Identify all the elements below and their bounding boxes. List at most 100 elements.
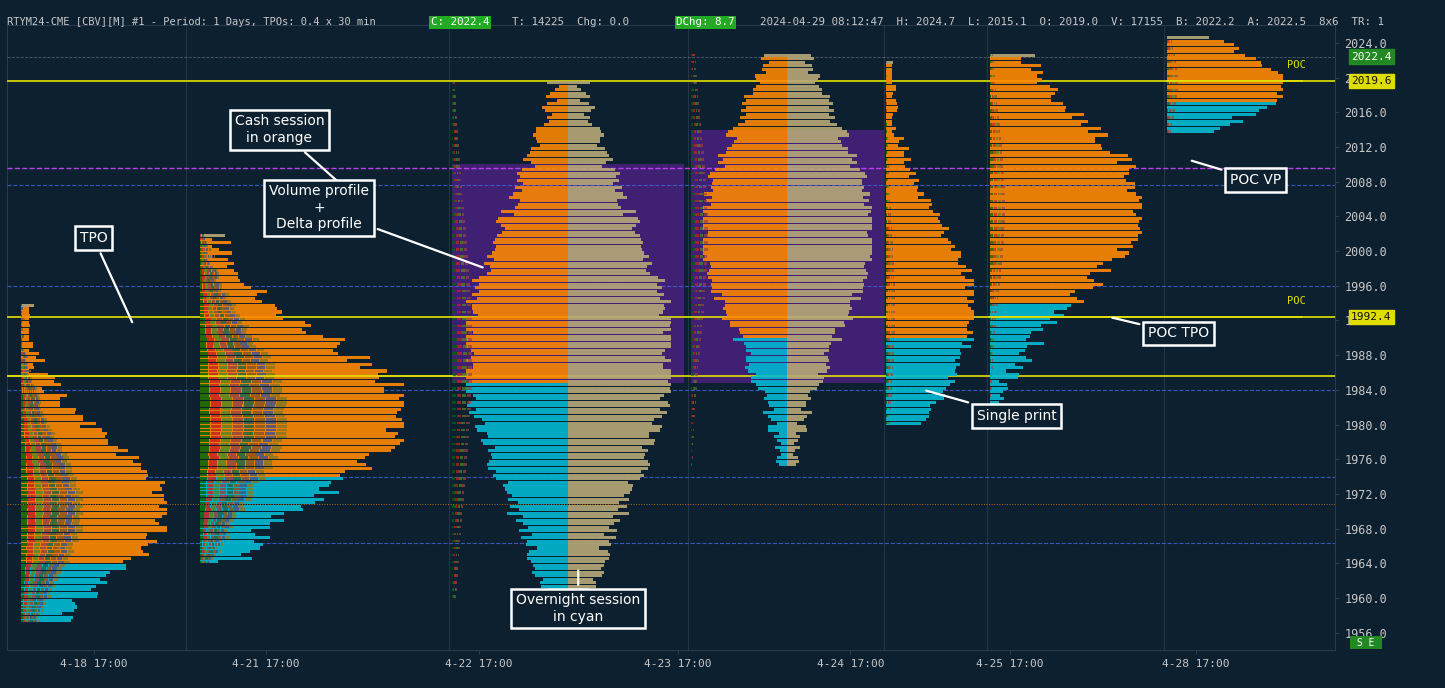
Bar — [788, 425, 806, 428]
Bar — [20, 605, 23, 608]
Bar — [788, 411, 812, 414]
Bar — [207, 498, 212, 501]
Bar — [695, 213, 699, 216]
Bar — [467, 387, 568, 390]
Bar — [707, 272, 788, 275]
Bar — [461, 290, 465, 292]
Bar — [223, 533, 227, 535]
Bar — [990, 286, 1092, 289]
Bar — [205, 328, 211, 331]
Bar — [568, 324, 670, 327]
Bar — [788, 78, 818, 81]
Bar — [990, 206, 1142, 209]
Bar — [199, 391, 210, 393]
Bar — [40, 595, 43, 598]
Bar — [51, 508, 58, 511]
Bar — [264, 415, 275, 418]
Bar — [199, 456, 208, 459]
Bar — [788, 394, 808, 397]
Bar — [199, 550, 202, 552]
Bar — [231, 408, 241, 411]
Bar — [218, 464, 227, 466]
Bar — [889, 373, 890, 376]
Bar — [221, 519, 225, 522]
Bar — [199, 505, 205, 508]
Bar — [59, 529, 66, 532]
Bar — [230, 456, 238, 459]
Bar — [20, 505, 159, 508]
Bar — [236, 314, 240, 316]
Bar — [699, 137, 702, 140]
Bar — [767, 394, 788, 397]
Bar — [225, 536, 228, 539]
Bar — [199, 418, 402, 421]
Bar — [23, 408, 26, 411]
Bar — [892, 255, 893, 258]
Bar — [199, 477, 342, 480]
Bar — [568, 321, 670, 324]
Bar — [457, 172, 458, 175]
Bar — [457, 325, 461, 327]
Bar — [204, 303, 208, 306]
Bar — [465, 436, 470, 438]
Bar — [256, 467, 263, 469]
Bar — [244, 429, 254, 431]
Bar — [733, 338, 788, 341]
Bar — [452, 484, 455, 487]
Bar — [53, 439, 58, 442]
Bar — [277, 418, 288, 421]
Bar — [452, 213, 455, 216]
Bar — [775, 446, 788, 449]
Bar — [234, 495, 240, 497]
Bar — [452, 401, 457, 404]
Bar — [990, 175, 1124, 178]
Bar — [886, 234, 941, 237]
Bar — [212, 554, 214, 556]
Bar — [695, 373, 696, 376]
Bar — [788, 342, 831, 345]
Bar — [475, 397, 568, 400]
Bar — [27, 495, 35, 497]
Bar — [211, 405, 221, 407]
Bar — [262, 446, 272, 449]
Bar — [36, 599, 39, 601]
Bar — [1172, 75, 1175, 77]
Bar — [699, 269, 702, 272]
Bar — [25, 429, 27, 431]
Bar — [692, 373, 694, 376]
Bar — [39, 415, 40, 418]
Bar — [210, 449, 220, 452]
Bar — [39, 554, 45, 556]
Bar — [886, 269, 972, 272]
Text: 1992.4: 1992.4 — [1351, 312, 1392, 322]
Bar — [695, 193, 698, 195]
Bar — [32, 453, 38, 455]
Bar — [568, 546, 600, 550]
Bar — [199, 474, 207, 476]
Bar — [699, 206, 704, 209]
Bar — [1172, 116, 1173, 119]
Bar — [264, 453, 273, 455]
Bar — [27, 550, 33, 552]
Bar — [990, 109, 1065, 112]
Bar — [691, 269, 695, 272]
Bar — [465, 269, 470, 272]
Bar — [788, 317, 853, 321]
Bar — [568, 217, 639, 219]
Bar — [211, 550, 212, 552]
Bar — [223, 303, 227, 306]
Bar — [522, 168, 568, 171]
Bar — [61, 550, 66, 552]
Bar — [27, 481, 33, 484]
Bar — [253, 411, 262, 414]
Bar — [743, 335, 788, 338]
Bar — [990, 356, 1026, 358]
Bar — [889, 255, 890, 258]
Bar — [33, 432, 38, 435]
Bar — [990, 324, 1040, 327]
Bar — [30, 391, 32, 393]
Bar — [20, 349, 29, 352]
Bar — [455, 512, 457, 515]
Bar — [199, 415, 396, 418]
Bar — [691, 96, 692, 98]
